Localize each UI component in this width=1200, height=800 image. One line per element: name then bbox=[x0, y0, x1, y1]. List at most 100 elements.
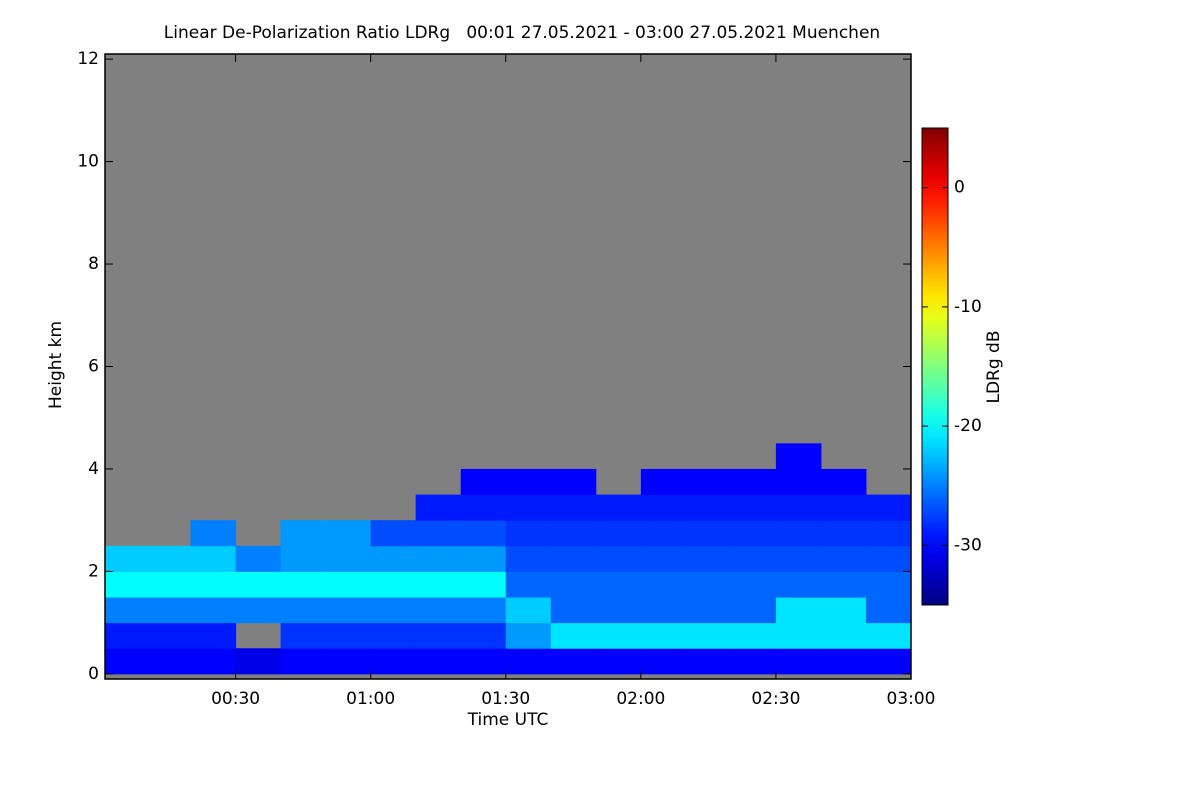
heat-cell bbox=[145, 597, 192, 624]
heat-cell bbox=[235, 571, 282, 598]
heat-cell bbox=[370, 648, 417, 675]
heat-cell bbox=[730, 494, 777, 521]
heat-cell bbox=[415, 571, 462, 598]
heat-cell bbox=[820, 468, 867, 496]
heat-cell bbox=[325, 597, 372, 624]
heat-cell bbox=[415, 520, 462, 547]
heat-cell bbox=[640, 520, 687, 547]
heat-cell bbox=[775, 545, 822, 572]
heat-cell bbox=[145, 571, 192, 598]
x-tick-label: 01:30 bbox=[481, 689, 530, 709]
heat-cell bbox=[640, 597, 687, 624]
x-axis-label: Time UTC bbox=[467, 710, 549, 730]
heat-cell bbox=[325, 545, 372, 572]
heat-cell bbox=[505, 468, 552, 496]
heat-cell bbox=[190, 622, 237, 649]
heat-cell bbox=[775, 468, 822, 496]
heat-cell bbox=[685, 520, 732, 547]
heat-cell bbox=[460, 520, 507, 547]
heat-cell bbox=[685, 545, 732, 572]
heat-cell bbox=[505, 571, 552, 598]
heat-cell bbox=[235, 545, 282, 572]
heat-cell bbox=[415, 648, 462, 675]
heat-cell bbox=[505, 520, 552, 547]
heat-cell bbox=[820, 545, 867, 572]
colorbar-tick-label: -30 bbox=[954, 535, 982, 555]
heat-cell bbox=[235, 648, 282, 675]
heat-cell bbox=[235, 597, 282, 624]
heat-cell bbox=[105, 597, 147, 624]
heat-cell bbox=[775, 597, 822, 624]
heat-cell bbox=[370, 622, 417, 649]
colorbar-tick-label: -10 bbox=[954, 297, 982, 317]
heat-cell bbox=[505, 597, 552, 624]
heat-cell bbox=[865, 520, 912, 547]
heat-cell bbox=[595, 494, 642, 521]
heat-cell bbox=[685, 494, 732, 521]
heat-cell bbox=[280, 545, 327, 572]
heat-cell bbox=[730, 622, 777, 649]
heat-cell bbox=[730, 597, 777, 624]
x-tick-label: 00:30 bbox=[211, 689, 260, 709]
heat-cell bbox=[595, 545, 642, 572]
heat-cell bbox=[595, 597, 642, 624]
heat-cell bbox=[460, 648, 507, 675]
heat-cell bbox=[550, 648, 597, 675]
y-tick-label: 0 bbox=[88, 664, 99, 684]
heat-cell bbox=[685, 468, 732, 496]
heat-cell bbox=[865, 571, 912, 598]
heat-cell bbox=[595, 571, 642, 598]
heat-cell bbox=[280, 648, 327, 675]
heat-cell bbox=[550, 545, 597, 572]
colorbar-label: LDRg dB bbox=[984, 330, 1004, 403]
heat-cell bbox=[325, 648, 372, 675]
heat-cell bbox=[775, 648, 822, 675]
heat-cell bbox=[640, 622, 687, 649]
heat-cell bbox=[820, 494, 867, 521]
heat-cell bbox=[370, 520, 417, 547]
y-tick-label: 10 bbox=[77, 152, 99, 172]
heat-cell bbox=[595, 648, 642, 675]
heat-cell bbox=[325, 520, 372, 547]
heat-cell bbox=[370, 571, 417, 598]
heat-cell bbox=[190, 597, 237, 624]
heat-cell bbox=[865, 622, 912, 649]
heat-cell bbox=[730, 571, 777, 598]
heat-cell bbox=[415, 545, 462, 572]
heat-cell bbox=[820, 648, 867, 675]
heat-cell bbox=[685, 648, 732, 675]
heat-cell bbox=[640, 648, 687, 675]
heat-cell bbox=[820, 520, 867, 547]
heat-cell bbox=[105, 545, 147, 572]
heat-cell bbox=[280, 520, 327, 547]
x-tick-label: 03:00 bbox=[887, 689, 936, 709]
heat-cell bbox=[640, 468, 687, 496]
heat-cell bbox=[190, 545, 237, 572]
heat-cell bbox=[730, 545, 777, 572]
heat-cell bbox=[460, 545, 507, 572]
heat-cell bbox=[190, 571, 237, 598]
heat-cell bbox=[865, 494, 912, 521]
heat-cell bbox=[730, 648, 777, 675]
x-tick-label: 01:00 bbox=[346, 689, 395, 709]
x-tick-label: 02:30 bbox=[751, 689, 800, 709]
heat-cell bbox=[460, 571, 507, 598]
heat-cell bbox=[460, 494, 507, 521]
heat-cell bbox=[550, 494, 597, 521]
heat-cell bbox=[820, 622, 867, 649]
heat-cell bbox=[105, 648, 147, 675]
y-tick-label: 12 bbox=[77, 49, 99, 69]
heat-cell bbox=[105, 571, 147, 598]
heat-cell bbox=[460, 468, 507, 496]
heat-cell bbox=[505, 622, 552, 649]
heat-cell bbox=[105, 622, 147, 649]
heat-cell bbox=[550, 520, 597, 547]
heat-cell bbox=[595, 520, 642, 547]
heat-cell bbox=[640, 494, 687, 521]
plot-area bbox=[105, 54, 912, 679]
y-tick-label: 6 bbox=[88, 357, 99, 377]
heat-cell bbox=[550, 597, 597, 624]
chart-title: Linear De-Polarization Ratio LDRg 00:01 … bbox=[164, 23, 880, 43]
heat-cell bbox=[820, 571, 867, 598]
